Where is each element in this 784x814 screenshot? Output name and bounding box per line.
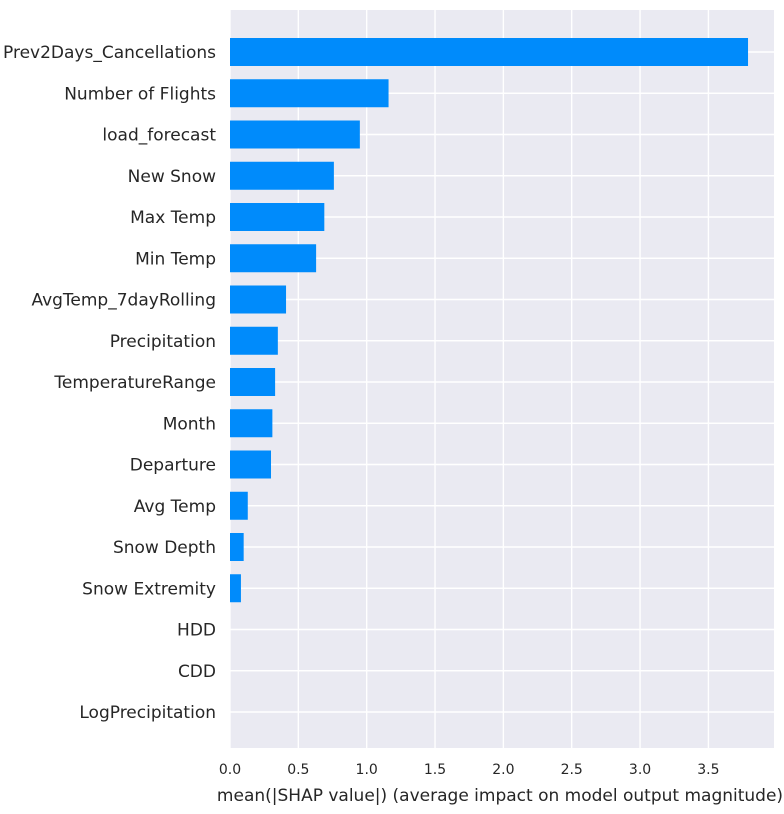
bar-avgtemp-7dayrolling	[230, 285, 287, 314]
bar-precipitation	[230, 326, 278, 355]
x-tick-label: 1.0	[356, 762, 378, 778]
x-tick-label: 3.5	[697, 762, 719, 778]
bar-snow-depth	[230, 533, 244, 561]
bar-temperaturerange	[230, 368, 276, 396]
y-tick-label: Departure	[130, 456, 216, 476]
y-tick-label: Precipitation	[110, 332, 216, 352]
x-tick-label: 2.0	[492, 762, 514, 778]
bar-min-temp	[230, 244, 317, 273]
y-tick-label: Min Temp	[135, 249, 216, 269]
y-tick-label: Number of Flights	[64, 84, 216, 104]
x-tick-label: 3.0	[629, 762, 651, 778]
y-tick-label: HDD	[177, 621, 216, 641]
bar-number-of-flights	[230, 79, 389, 108]
y-tick-labels: Prev2Days_Cancellations Number of Flights…	[3, 43, 216, 723]
x-tick-label: 1.5	[424, 762, 446, 778]
bar-prev2days-cancellations	[230, 38, 749, 66]
y-tick-label: load_forecast	[102, 126, 216, 146]
x-tick-label: 0.5	[287, 762, 309, 778]
y-tick-label: Month	[163, 414, 216, 434]
bar-load-forecast	[230, 120, 360, 149]
y-tick-label: LogPrecipitation	[79, 703, 216, 723]
x-tick-label: 2.5	[561, 762, 583, 778]
y-tick-label: Prev2Days_Cancellations	[3, 43, 216, 63]
x-tick-label: 0.0	[219, 762, 241, 778]
bar-new-snow	[230, 161, 334, 190]
x-axis-label: mean(|SHAP value|) (average impact on mo…	[217, 786, 783, 806]
bar-max-temp	[230, 203, 325, 231]
bar-snow-extremity	[230, 574, 241, 603]
y-tick-label: CDD	[178, 662, 216, 682]
y-tick-label: TemperatureRange	[53, 373, 216, 393]
bar-month	[230, 409, 273, 438]
y-tick-label: Avg Temp	[134, 497, 216, 517]
bar-layer	[230, 38, 749, 603]
y-tick-label: Max Temp	[130, 208, 216, 228]
y-tick-label: Snow Extremity	[82, 579, 216, 599]
x-tick-labels: 0.0 0.5 1.0 1.5 2.0 2.5 3.0 3.5	[219, 762, 720, 778]
bar-departure	[230, 450, 272, 479]
y-tick-label: New Snow	[128, 167, 216, 187]
y-tick-label: Snow Depth	[113, 538, 216, 558]
y-tick-label: AvgTemp_7dayRolling	[31, 291, 216, 311]
bar-avg-temp	[230, 491, 248, 520]
